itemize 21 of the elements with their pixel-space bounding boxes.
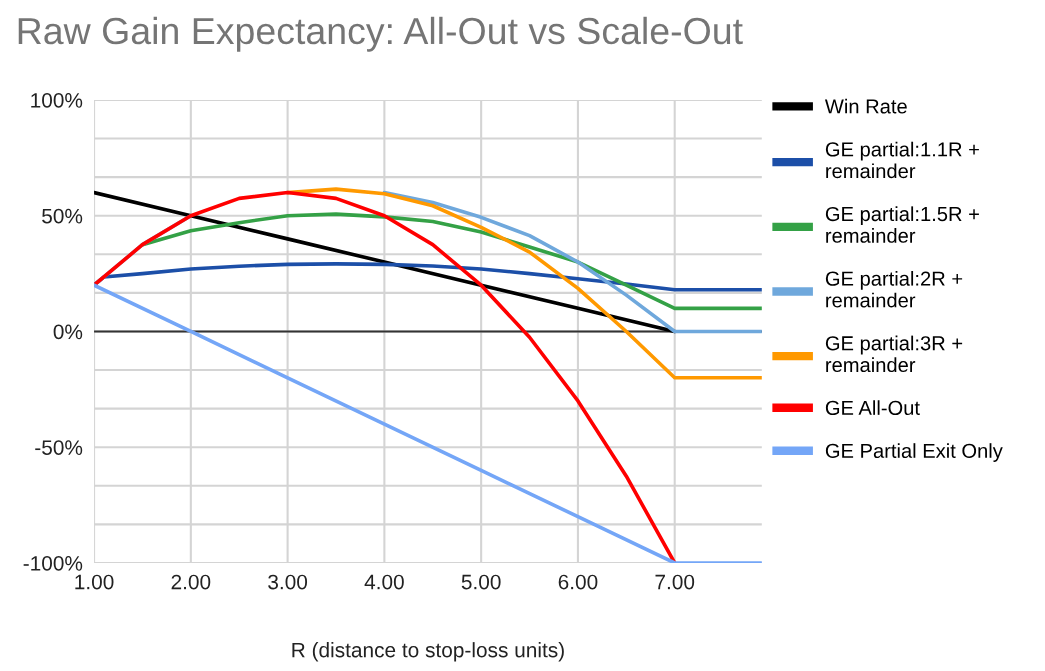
y-tick-label: -50% [35,440,83,455]
y-tick-label: 50% [42,208,83,224]
x-axis-title: R (distance to stop-loss units) [292,642,564,662]
x-tick-label: 3.00 [268,574,308,590]
x-tick-label: 4.00 [364,574,404,590]
x-tick-label: 5.00 [461,574,501,590]
x-tick-label: 7.00 [655,574,695,590]
x-tick-label: 6.00 [558,574,598,590]
x-tick-label: 2.00 [171,574,211,590]
x-tick-label: 1.00 [75,574,114,590]
legend-label: Win Rate [824,98,907,114]
chart-title: Raw Gain Expectancy: All-Out vs Scale-Out [18,16,743,52]
legend-label: GE partial:3R + remainder [825,335,963,373]
legend-label: GE partial:1.5R + remainder [825,206,979,243]
legend-label: GE Partial Exit Only [825,443,1003,462]
legend-label: GE All-Out [825,400,920,416]
y-tick-label: 0% [53,324,83,340]
y-tick-label: 100% [31,92,83,108]
y-tick-label: -100% [23,555,83,571]
legend-label: GE partial:2R + remainder [825,270,963,308]
legend-label: GE partial:1.1R + remainder [825,141,979,179]
